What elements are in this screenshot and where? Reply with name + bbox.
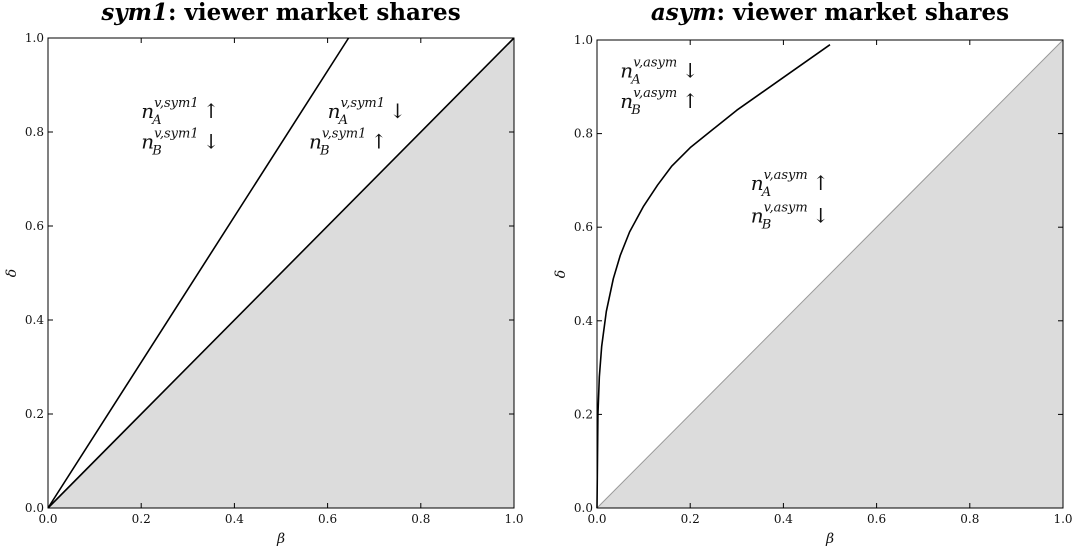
plot-frame <box>596 39 1064 509</box>
chart-panel-1: sym1: viewer market shares 0.0 0.2 0.4 0.6 0.… <box>4 0 524 547</box>
annotation-base: n <box>751 204 764 228</box>
x-tick-label: 0.4 <box>225 512 244 526</box>
annotation-subscript: B <box>319 143 330 158</box>
x-tick-label: 0.2 <box>132 512 151 526</box>
x-tick-label: 0.6 <box>318 512 337 526</box>
y-tick-label: 0.8 <box>25 125 44 139</box>
y-tick-label: 0.0 <box>574 501 593 515</box>
y-axis-label: δ <box>553 270 569 278</box>
annotation-base: n <box>309 129 322 153</box>
annotation-subscript: A <box>151 113 161 128</box>
chart-title-rest: : viewer market shares <box>168 0 461 26</box>
annotation-superscript: v,asym <box>633 86 677 101</box>
plot-frame <box>47 37 515 509</box>
y-tick-label: 1.0 <box>574 33 593 47</box>
x-axis-label: β <box>825 531 834 547</box>
annotation-label: nv,sym1 A ↑ <box>141 96 219 128</box>
annotation-label: nv,asym A ↑ <box>751 168 829 200</box>
annotation-arrow: ↓ <box>389 99 406 123</box>
annotation-base: n <box>141 99 154 123</box>
y-tick-label: 0.8 <box>574 127 593 141</box>
shaded-boundary-line <box>596 39 1064 509</box>
x-tick-label: 1.0 <box>504 512 523 526</box>
x-tick-label: 0.8 <box>960 512 979 526</box>
annotation-superscript: v,sym1 <box>154 96 199 111</box>
y-tick-label: 0.2 <box>574 407 593 421</box>
y-tick-label: 0.6 <box>574 220 593 234</box>
series-line-1 <box>47 37 350 509</box>
x-tick-label: 0.0 <box>587 512 606 526</box>
chart-title: asym: viewer market shares <box>651 0 1009 26</box>
annotation-base: n <box>751 171 764 195</box>
annotation-subscript: B <box>151 143 162 158</box>
annotation-subscript: A <box>630 72 640 87</box>
y-tick-label: 1.0 <box>25 31 44 45</box>
y-tick-label: 0.4 <box>25 313 44 327</box>
x-tick-label: 0.8 <box>411 512 430 526</box>
annotation-label: nv,sym1 B ↓ <box>141 126 219 158</box>
y-axis-label: δ <box>4 269 20 277</box>
annotation-superscript: v,sym1 <box>322 126 367 141</box>
annotation-base: n <box>328 99 341 123</box>
annotation-label: nv,asym B ↓ <box>751 201 829 233</box>
annotation-subscript: A <box>338 113 348 128</box>
x-axis-label: β <box>276 531 285 547</box>
y-tick-label: 0.6 <box>25 219 44 233</box>
annotation-arrow: ↑ <box>203 99 220 123</box>
y-tick-label: 0.4 <box>574 314 593 328</box>
annotation-superscript: v,asym <box>764 168 808 183</box>
annotation-subscript: B <box>630 103 641 118</box>
annotation-superscript: v,sym1 <box>154 126 199 141</box>
y-tick-label: 0.2 <box>25 407 44 421</box>
annotation-subscript: A <box>761 185 771 200</box>
x-tick-label: 1.0 <box>1053 512 1072 526</box>
annotation-arrow: ↑ <box>682 89 699 113</box>
annotation-superscript: v,asym <box>764 201 808 216</box>
annotation-superscript: v,sym1 <box>340 96 385 111</box>
series-line-2 <box>47 37 515 509</box>
chart-title-italic: asym <box>651 0 717 26</box>
annotation-subscript: B <box>761 218 772 233</box>
x-tick-label: 0.2 <box>681 512 700 526</box>
chart-title-rest: : viewer market shares <box>716 0 1009 26</box>
chart-panel-2: asym: viewer market shares 0.0 0.2 0.4 0.6 0.… <box>553 0 1073 547</box>
annotation-label: nv,sym1 B ↑ <box>309 126 387 158</box>
y-tick-label: 0.0 <box>25 501 44 515</box>
annotation-superscript: v,asym <box>633 55 677 70</box>
annotation-label: nv,asym A ↓ <box>620 55 698 87</box>
annotation-arrow: ↓ <box>203 129 220 153</box>
annotation-label: nv,asym B ↑ <box>620 86 698 118</box>
annotation-arrow: ↑ <box>371 129 388 153</box>
annotation-base: n <box>141 129 154 153</box>
x-tick-label: 0.6 <box>867 512 886 526</box>
series-line-1 <box>596 44 831 509</box>
x-tick-label: 0.0 <box>38 512 57 526</box>
chart-title-italic: sym1 <box>100 0 168 26</box>
annotation-label: nv,sym1 A ↓ <box>328 96 406 128</box>
annotation-arrow: ↓ <box>812 204 829 228</box>
annotation-arrow: ↓ <box>682 58 699 82</box>
x-tick-label: 0.4 <box>774 512 793 526</box>
chart-title: sym1: viewer market shares <box>100 0 460 26</box>
annotation-arrow: ↑ <box>812 171 829 195</box>
annotation-base: n <box>620 58 633 82</box>
annotation-base: n <box>620 89 633 113</box>
